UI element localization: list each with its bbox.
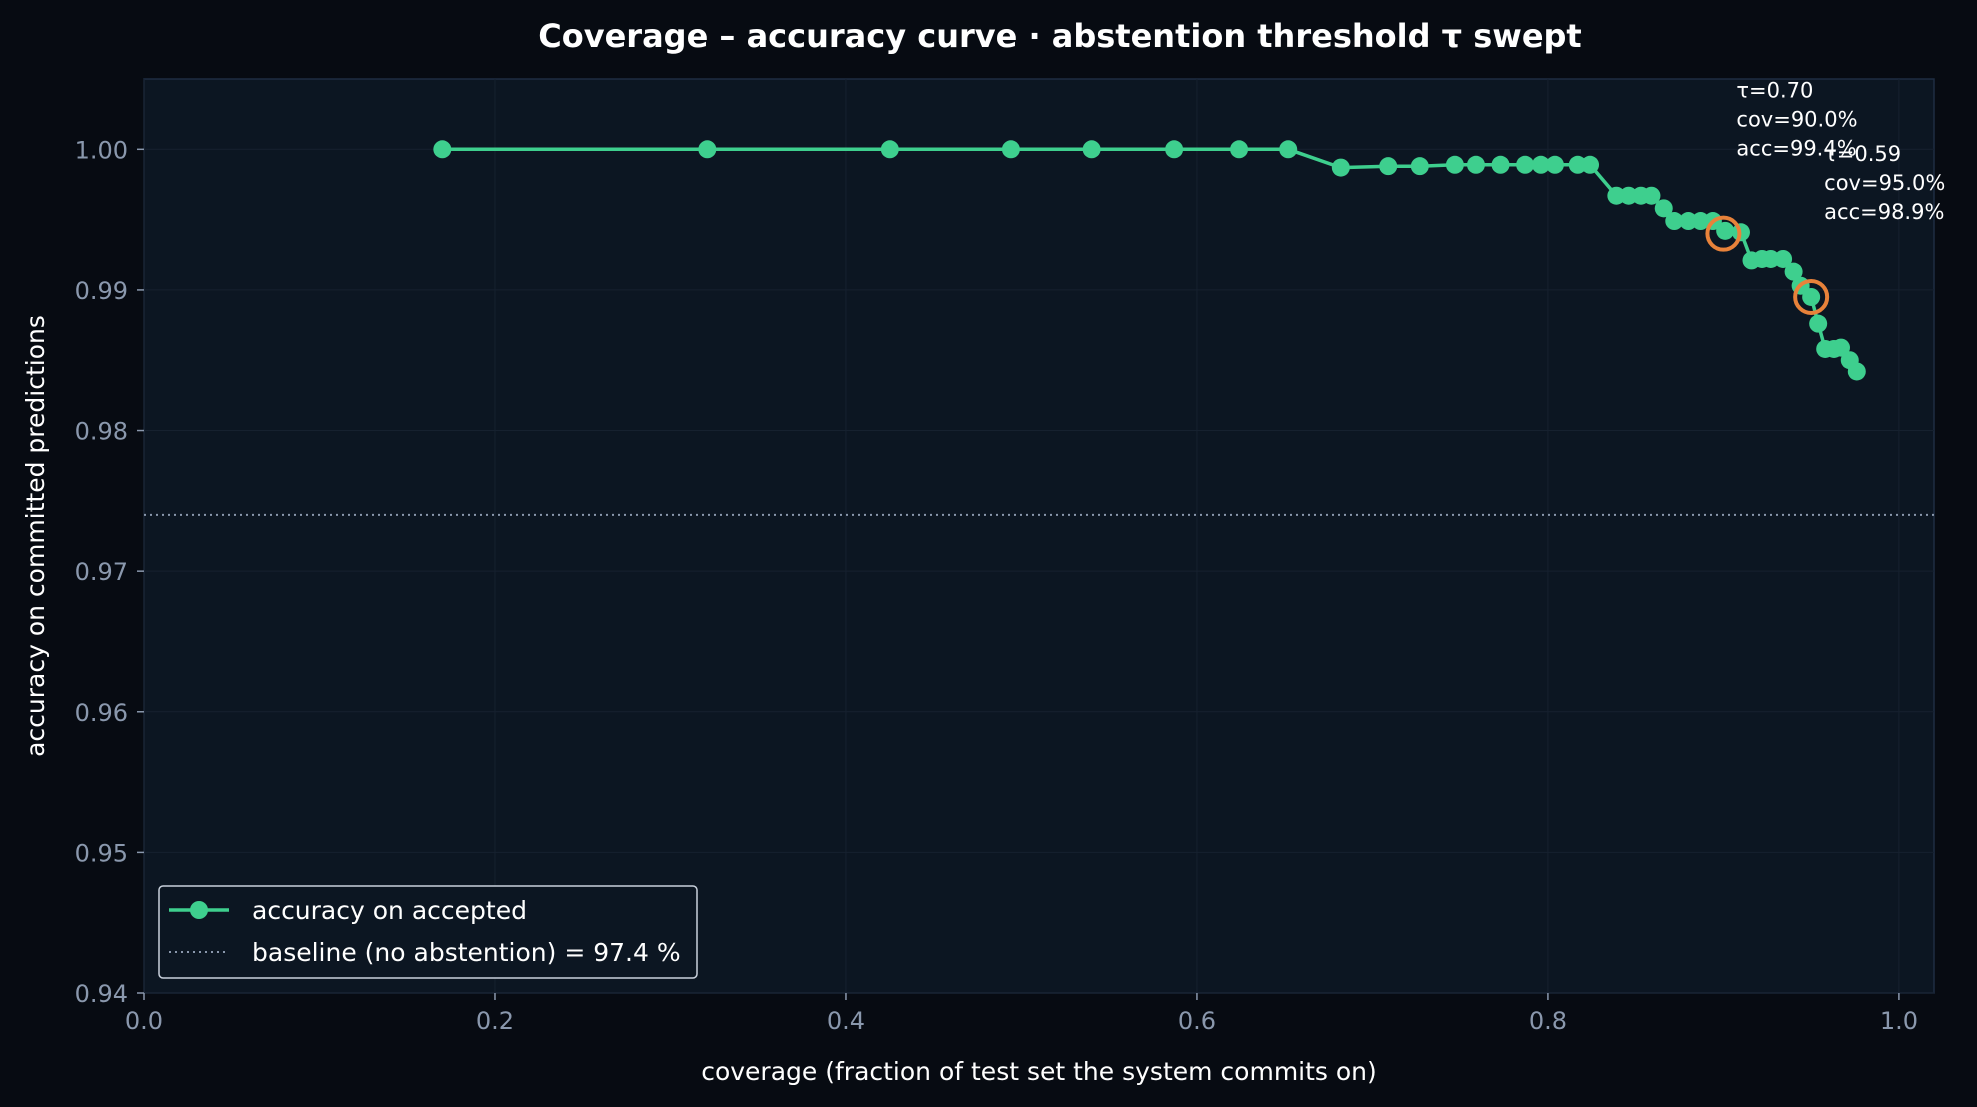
data-point xyxy=(1491,155,1510,174)
x-tick-label: 0.4 xyxy=(827,1007,865,1035)
legend-series-marker xyxy=(190,901,208,919)
data-point xyxy=(1230,140,1249,159)
data-point xyxy=(1410,157,1429,176)
highlight-markers xyxy=(1705,215,1830,315)
y-axis-label: accuracy on committed predictions xyxy=(21,315,50,757)
y-tick-label: 0.94 xyxy=(75,980,128,1008)
y-tick-labels: 0.94 0.95 0.96 0.97 0.98 0.99 1.00 xyxy=(75,136,144,1008)
data-point xyxy=(433,140,452,159)
legend-box xyxy=(158,885,698,979)
data-point xyxy=(1531,155,1550,174)
highlight-ring xyxy=(1705,215,1742,252)
y-tick-label: 0.99 xyxy=(75,277,128,305)
x-tick-labels: 0.0 0.2 0.4 0.6 0.8 1.0 xyxy=(125,993,1918,1035)
legend-baseline-label: baseline (no abstention) = 97.4 % xyxy=(252,938,681,967)
annotations: τ=0.70 cov=90.0% acc=99.4%τ=0.59 cov=95.0% a… xyxy=(1736,79,1945,224)
series-points xyxy=(433,140,1866,381)
highlight-ring xyxy=(1793,278,1830,315)
data-point xyxy=(1809,314,1828,333)
data-point xyxy=(1466,155,1485,174)
annotation-cov: cov=95.0% xyxy=(1824,171,1945,195)
data-point xyxy=(880,140,899,159)
annotation-tau: τ=0.59 xyxy=(1824,142,1901,166)
data-point xyxy=(1774,249,1793,268)
data-point xyxy=(1445,155,1464,174)
x-tick-label: 0.6 xyxy=(1178,1007,1216,1035)
legend: accuracy on accepted baseline (no absten… xyxy=(158,885,698,979)
chart-title: Coverage – accuracy curve · abstention t… xyxy=(538,17,1581,55)
data-point xyxy=(1165,140,1184,159)
data-point xyxy=(1545,155,1564,174)
x-tick-label: 0.2 xyxy=(476,1007,514,1035)
data-point xyxy=(1082,140,1101,159)
y-tick-label: 0.95 xyxy=(75,839,128,867)
grid xyxy=(143,79,1934,994)
annotation-tau: τ=0.70 xyxy=(1736,79,1813,103)
x-axis-label: coverage (fraction of test set the syste… xyxy=(701,1057,1377,1086)
data-point xyxy=(1665,212,1684,231)
annotation-acc: acc=98.9% xyxy=(1824,200,1944,224)
data-point xyxy=(1716,221,1735,240)
data-point xyxy=(1784,262,1803,281)
data-point xyxy=(1379,157,1398,176)
x-tick-label: 0.8 xyxy=(1529,1007,1567,1035)
y-tick-label: 1.00 xyxy=(75,136,128,164)
x-tick-label: 0.0 xyxy=(125,1007,163,1035)
data-point xyxy=(1516,155,1535,174)
data-point xyxy=(1642,186,1661,205)
data-point xyxy=(1001,140,1020,159)
legend-series-label: accuracy on accepted xyxy=(252,896,527,925)
annotation-cov: cov=90.0% xyxy=(1736,108,1857,132)
y-tick-label: 0.96 xyxy=(75,699,128,727)
data-point xyxy=(1581,155,1600,174)
data-point xyxy=(1802,287,1821,306)
y-tick-label: 0.97 xyxy=(75,558,128,586)
data-point xyxy=(1654,199,1673,218)
annotation-acc: acc=99.4% xyxy=(1736,137,1856,161)
y-tick-label: 0.98 xyxy=(75,418,128,446)
data-point xyxy=(1847,362,1866,381)
data-point xyxy=(1831,338,1850,357)
data-point xyxy=(1331,158,1350,177)
x-tick-label: 1.0 xyxy=(1880,1007,1918,1035)
plot-area xyxy=(143,78,1935,994)
data-point xyxy=(1279,140,1298,159)
data-point xyxy=(698,140,717,159)
